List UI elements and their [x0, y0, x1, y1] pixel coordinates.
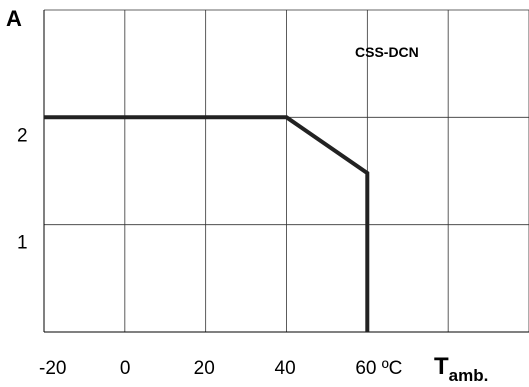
x-tick-label: -20 [39, 358, 66, 379]
x-axis-label-main: T [434, 353, 449, 380]
x-tick-label: 20 [194, 358, 215, 379]
series-group [44, 115, 370, 332]
grid [44, 9, 529, 332]
series-line [44, 115, 370, 332]
x-tick-label: 60 ºC [355, 358, 402, 379]
y-tick-label: 2 [17, 125, 28, 146]
x-tick-label: 0 [120, 358, 131, 379]
x-tick-labels: -20 0 20 40 60 ºC [39, 358, 402, 379]
y-tick-label: 1 [17, 233, 28, 254]
x-axis-label-sub: amb. [449, 366, 489, 385]
x-axis-label: Tamb. [434, 353, 488, 385]
chart-annotation: CSS-DCN [355, 44, 419, 60]
x-tick-label: 40 [275, 358, 296, 379]
axes [43, 10, 529, 333]
y-axis-label: A [6, 6, 22, 31]
y-tick-labels: 12 [17, 125, 28, 253]
